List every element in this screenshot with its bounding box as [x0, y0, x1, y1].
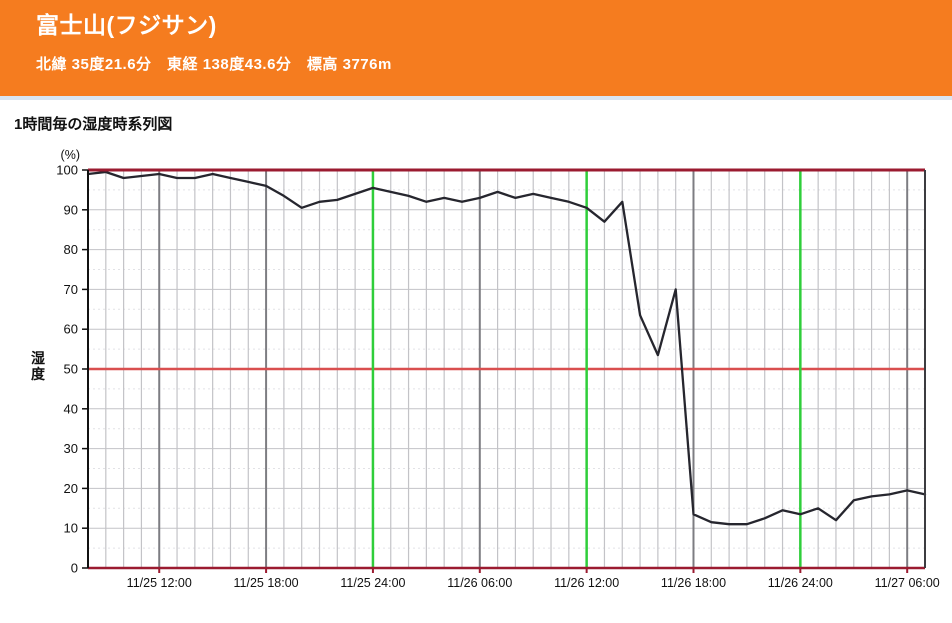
- y-tick-label: 60: [64, 322, 78, 337]
- humidity-series-line: [86, 170, 927, 526]
- x-tick-label: 11/26 12:00: [554, 576, 619, 590]
- y-tick-label: 90: [64, 202, 78, 217]
- x-tick-label: 11/26 18:00: [661, 576, 726, 590]
- y-tick-label: 40: [64, 401, 78, 416]
- x-tick-label: 11/26 06:00: [447, 576, 512, 590]
- humidity-chart: 0 10 20 30 40 50 60 70 80 90 100(%) 湿度 11/25 12:00 11…: [31, 148, 940, 590]
- y-tick-label: 20: [64, 481, 78, 496]
- y-tick-label: 30: [64, 441, 78, 456]
- station-title: 富士山(フジサン): [36, 12, 217, 38]
- chart-container: 0 10 20 30 40 50 60 70 80 90 100 (%) 湿度 11/25 12:00 11…: [0, 138, 952, 621]
- y-tick-label: 50: [64, 362, 78, 377]
- x-tick-label: 11/25 18:00: [234, 576, 299, 590]
- x-tick-label: 11/25 12:00: [127, 576, 192, 590]
- x-tick-label: 11/26 24:00: [768, 576, 833, 590]
- y-tick-label: 70: [64, 282, 78, 297]
- y-tick-label: 0: [71, 561, 78, 576]
- header-divider: [0, 96, 952, 100]
- y-axis-title-char: 湿: [31, 350, 45, 366]
- y-unit-label: (%): [61, 148, 80, 162]
- y-tick-label: 100: [56, 163, 78, 178]
- chart-heading: 1時間毎の湿度時系列図: [14, 116, 173, 133]
- y-tick-label: 80: [64, 242, 78, 257]
- page-header: 富士山(フジサン) 北緯 35度21.6分 東経 138度43.6分 標高 37…: [0, 0, 952, 96]
- y-tick-label: 10: [64, 521, 78, 536]
- x-tick-label: 11/25 24:00: [340, 576, 405, 590]
- y-axis-title-char: 度: [31, 366, 46, 382]
- x-tick-label: 11/27 06:00: [875, 576, 940, 590]
- station-coordinates: 北緯 35度21.6分 東経 138度43.6分 標高 3776m: [36, 55, 392, 73]
